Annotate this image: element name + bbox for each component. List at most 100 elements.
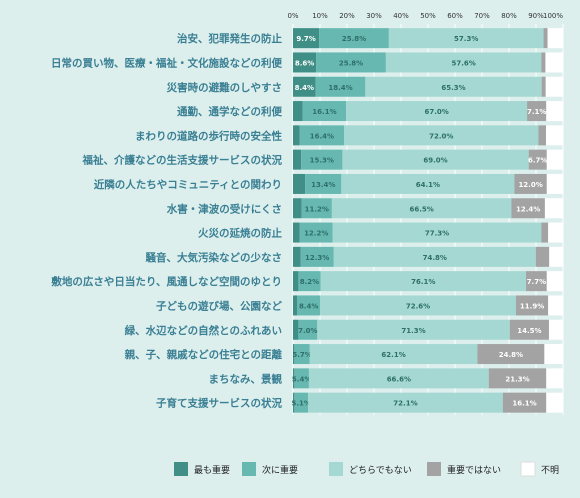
bar-segment (546, 101, 563, 122)
bar-segment (509, 319, 549, 340)
bar-segment (546, 149, 563, 170)
bar-segment (293, 246, 301, 267)
bar-segment (319, 28, 389, 49)
bar-segment (546, 392, 563, 413)
category-label: 日常の買い物、医療・福祉・文化施設などの利便 (51, 56, 282, 69)
data-label: 11.9% (520, 302, 544, 310)
data-label: 76.1% (411, 278, 435, 286)
bar-segment (293, 173, 306, 194)
bar-segment (541, 222, 549, 243)
data-label: 21.3% (505, 375, 529, 383)
bar-segment (320, 295, 517, 316)
data-label: 18.4% (328, 84, 352, 92)
data-label: 7.1% (527, 108, 546, 116)
data-label: 66.6% (387, 375, 411, 383)
category-label: 通勤、通学などの利便 (177, 105, 282, 118)
data-label: 9.7% (296, 35, 315, 43)
bar-segment (293, 295, 298, 316)
bar-segment (293, 28, 320, 49)
bar-segment (546, 271, 563, 292)
bar-segment (294, 392, 309, 413)
bar-segment (541, 76, 546, 97)
bar-segment (302, 101, 347, 122)
bar-segment (308, 392, 503, 413)
x-tick-label: 0% (287, 12, 298, 20)
data-label: 25.8% (342, 35, 366, 43)
data-label: 8.4% (299, 302, 318, 310)
bar-segment (294, 344, 310, 365)
bar-segment (477, 344, 545, 365)
bar-segment (293, 368, 295, 389)
x-tick-label: 80% (501, 12, 517, 20)
category-label: 災害時の避難のしやすさ (167, 81, 282, 94)
bar-segment (346, 101, 528, 122)
bar-segment (341, 173, 515, 194)
category-label: 火災の延焼の防止 (198, 227, 282, 240)
bar-segment (488, 368, 547, 389)
bar-segment (320, 271, 527, 292)
bar-segment (298, 319, 318, 340)
data-label: 15.3% (310, 157, 334, 165)
category-label: 治安、犯罪発生の防止 (177, 32, 282, 45)
bar-segment (293, 198, 302, 219)
category-label: 近隣の人たちやコミュニティとの関わり (94, 178, 282, 191)
legend-label: 不明 (541, 465, 559, 476)
legend-swatch (427, 462, 441, 476)
data-label: 8.6% (295, 59, 314, 67)
x-tick-label: 50% (420, 12, 436, 20)
bar-segment (543, 28, 548, 49)
data-label: 12.0% (518, 181, 542, 189)
bar-segment (294, 368, 309, 389)
bar-segment (511, 198, 545, 219)
bar-segment (545, 52, 563, 73)
data-label: 71.3% (401, 327, 425, 335)
bar-segment (315, 76, 366, 97)
bar-segment (301, 149, 343, 170)
category-label: 水害・津波の受けにくさ (166, 202, 282, 215)
data-label: 14.5% (517, 327, 541, 335)
bar-segment (298, 271, 321, 292)
bar-segment (388, 28, 544, 49)
data-label: 8.2% (300, 278, 319, 286)
bar-segment (316, 52, 386, 73)
data-label: 12.4% (516, 205, 540, 213)
bar-segment (331, 198, 512, 219)
bar-segment (293, 344, 295, 365)
data-label: 5.4% (292, 375, 311, 383)
data-label: 77.3% (425, 230, 449, 238)
bar-segment (514, 173, 547, 194)
bar-segment (344, 125, 539, 146)
data-label: 24.8% (499, 351, 523, 359)
category-label: まちなみ、景観 (209, 372, 283, 385)
bar-segment (333, 246, 536, 267)
bar-segment (385, 52, 542, 73)
legend-label: 最も重要 (194, 464, 230, 476)
category-label: 騒音、大気汚染などの少なさ (145, 251, 283, 264)
data-label: 12.2% (304, 230, 328, 238)
bar-segment (293, 271, 299, 292)
bar-segment (544, 344, 563, 365)
x-tick-label: 40% (393, 12, 409, 20)
bar-segment (502, 392, 547, 413)
bar-segment (293, 392, 295, 413)
bar-segment (293, 319, 299, 340)
bar-segment (301, 198, 332, 219)
bar-segment (545, 125, 563, 146)
x-tick-label: 60% (447, 12, 463, 20)
bar-segment (365, 76, 542, 97)
data-label: 57.3% (454, 35, 478, 43)
data-label: 64.1% (416, 181, 440, 189)
bar-segment (308, 368, 489, 389)
x-tick-label: 20% (339, 12, 355, 20)
bar-segment (299, 222, 333, 243)
data-label: 62.1% (381, 351, 405, 359)
category-label: まわりの道路の歩行時の安全性 (135, 129, 282, 142)
bar-segment (332, 222, 542, 243)
bar-segment (546, 173, 563, 194)
data-label: 16.1% (512, 400, 536, 408)
data-label: 25.8% (339, 59, 363, 67)
data-label: 72.6% (406, 302, 430, 310)
data-label: 8.4% (295, 84, 314, 92)
